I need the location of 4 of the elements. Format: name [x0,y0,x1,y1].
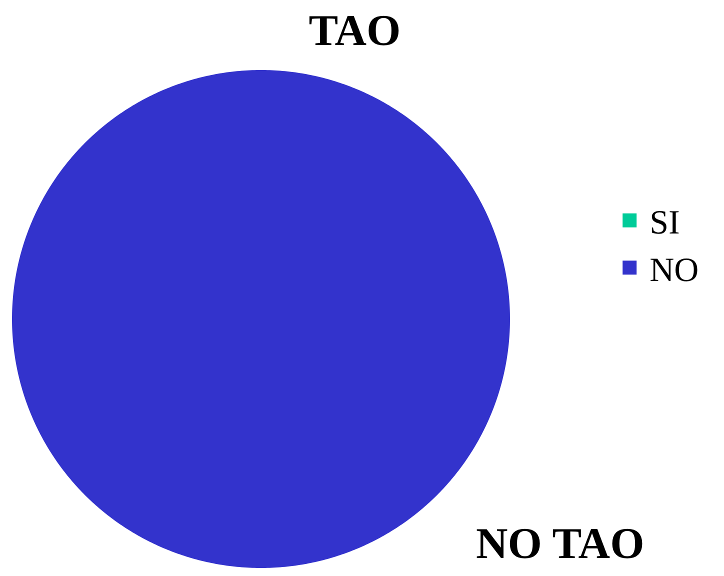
legend-label: NO [650,252,699,289]
legend-label: SI [650,204,680,242]
text: NO TAO [476,519,644,568]
chart-title: TAO [308,6,401,56]
